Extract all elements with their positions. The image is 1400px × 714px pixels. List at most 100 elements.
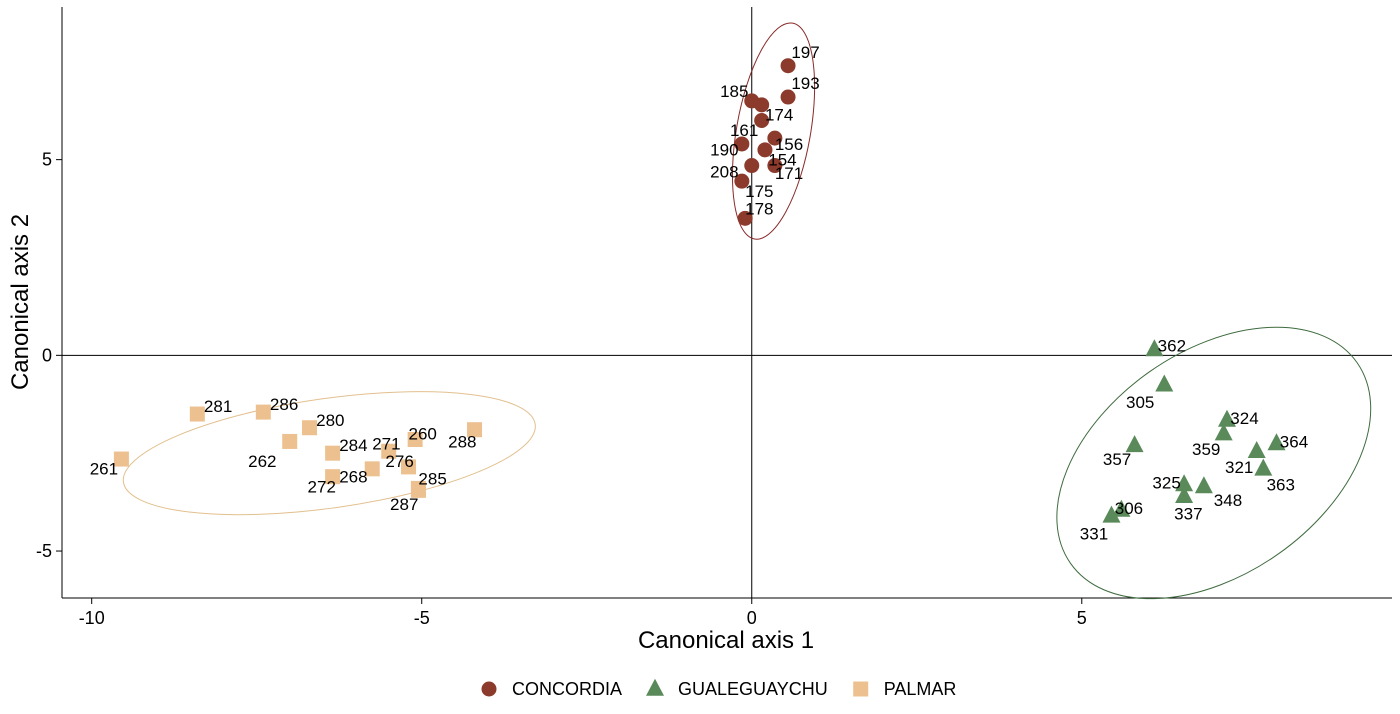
data-point-palmar — [407, 431, 423, 447]
data-point-concordia — [780, 89, 796, 105]
data-point-concordia — [757, 142, 773, 158]
point-label: 276 — [385, 452, 413, 471]
data-point-palmar — [189, 406, 205, 422]
point-label: 174 — [765, 106, 793, 125]
point-label: 193 — [791, 74, 819, 93]
data-point-gualeguaychu — [1175, 474, 1194, 492]
data-point-concordia — [767, 130, 783, 146]
confidence-ellipse-palmar — [122, 391, 536, 516]
point-label: 288 — [448, 432, 476, 451]
point-label: 325 — [1152, 473, 1180, 492]
point-label: 284 — [339, 436, 367, 455]
legend-marker-triangle — [646, 678, 665, 696]
point-label: 305 — [1126, 393, 1154, 412]
data-point-gualeguaychu — [1194, 476, 1213, 494]
confidence-ellipse-gualeguaychu — [1056, 326, 1372, 600]
data-point-concordia — [744, 158, 760, 174]
data-point-gualeguaychu — [1267, 433, 1286, 451]
data-point-concordia — [767, 158, 783, 174]
data-point-palmar — [255, 404, 271, 420]
point-label: 190 — [710, 141, 738, 160]
point-label: 272 — [308, 477, 336, 496]
point-label: 281 — [204, 397, 232, 416]
point-label: 324 — [1230, 409, 1258, 428]
confidence-ellipse-concordia — [731, 22, 816, 240]
data-point-palmar — [381, 443, 397, 459]
legend: CONCORDIA GUALEGUAYCHU PALMAR — [481, 678, 956, 699]
data-point-gualeguaychu — [1112, 499, 1131, 517]
data-point-palmar — [401, 459, 417, 475]
point-label: 178 — [745, 199, 773, 218]
point-label: 260 — [409, 424, 437, 443]
legend-marker-square — [853, 681, 869, 697]
point-label: 359 — [1192, 440, 1220, 459]
data-point-concordia — [734, 136, 750, 152]
point-label: 271 — [372, 434, 400, 453]
legend-marker-circle — [481, 681, 497, 697]
y-tick-label: 0 — [42, 345, 52, 365]
data-point-gualeguaychu — [1254, 458, 1273, 476]
point-label: 286 — [270, 395, 298, 414]
data-point-gualeguaychu — [1155, 374, 1174, 392]
point-label: 321 — [1225, 458, 1253, 477]
point-label: 154 — [768, 151, 796, 170]
data-point-concordia — [780, 58, 796, 74]
data-point-palmar — [282, 433, 298, 449]
point-label: 357 — [1103, 450, 1131, 469]
y-tick-label: 5 — [42, 150, 52, 170]
data-point-gualeguaychu — [1214, 423, 1233, 441]
data-point-gualeguaychu — [1125, 435, 1144, 453]
point-label: 208 — [710, 162, 738, 181]
data-point-palmar — [325, 445, 341, 461]
data-point-palmar — [113, 451, 129, 467]
point-label: 337 — [1174, 505, 1202, 524]
legend-item-palmar: PALMAR — [853, 679, 956, 699]
point-label: 364 — [1280, 432, 1308, 451]
point-label: 261 — [90, 460, 118, 479]
point-label: 197 — [791, 43, 819, 62]
y-tick-label: -5 — [36, 541, 52, 561]
legend-label: PALMAR — [884, 679, 957, 699]
data-point-gualeguaychu — [1102, 505, 1121, 523]
point-label: 280 — [316, 411, 344, 430]
point-label: 306 — [1115, 499, 1143, 518]
x-tick-label: 5 — [1077, 608, 1087, 628]
point-label: 362 — [1158, 336, 1186, 355]
legend-item-concordia: CONCORDIA — [481, 679, 622, 699]
data-point-concordia — [754, 97, 770, 113]
point-label: 268 — [339, 468, 367, 487]
data-point-gualeguaychu — [1247, 441, 1266, 459]
data-point-palmar — [410, 482, 426, 498]
legend-label: GUALEGUAYCHU — [678, 679, 828, 699]
data-point-concordia — [737, 210, 753, 226]
point-label: 285 — [418, 469, 446, 488]
x-tick-label: -10 — [79, 608, 105, 628]
legend-label: CONCORDIA — [512, 679, 622, 699]
point-label: 156 — [775, 135, 803, 154]
data-point-gualeguaychu — [1175, 486, 1194, 504]
data-point-gualeguaychu — [1217, 409, 1236, 427]
point-label: 171 — [775, 164, 803, 183]
legend-item-gualeguaychu: GUALEGUAYCHU — [646, 678, 828, 699]
x-tick-label: -5 — [414, 608, 430, 628]
data-point-palmar — [364, 461, 380, 477]
data-point-gualeguaychu — [1145, 339, 1164, 357]
y-axis-title: Canonical axis 2 — [7, 214, 34, 390]
point-label: 363 — [1267, 475, 1295, 494]
point-label: 331 — [1080, 524, 1108, 543]
point-label: 185 — [720, 82, 748, 101]
data-point-palmar — [302, 420, 318, 436]
point-label: 287 — [390, 495, 418, 514]
x-axis-title: Canonical axis 1 — [638, 627, 814, 654]
data-point-palmar — [325, 469, 341, 485]
point-label: 161 — [730, 121, 758, 140]
point-label: 175 — [745, 182, 773, 201]
x-tick-label: 0 — [747, 608, 757, 628]
data-point-concordia — [734, 173, 750, 189]
data-point-concordia — [754, 113, 770, 129]
point-label: 348 — [1214, 491, 1242, 510]
data-point-palmar — [467, 422, 483, 438]
point-label: 262 — [248, 452, 276, 471]
